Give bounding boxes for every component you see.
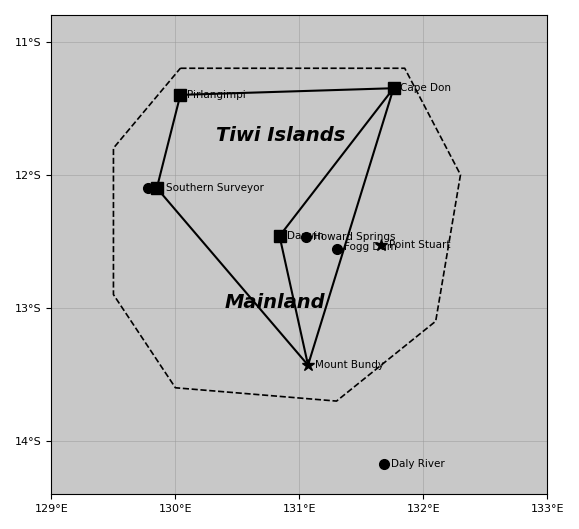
- Text: Mount Bundy: Mount Bundy: [316, 360, 384, 370]
- Text: Southern Surveyor: Southern Surveyor: [166, 183, 263, 193]
- Text: Fogg Dam: Fogg Dam: [344, 242, 397, 252]
- Text: Cape Don: Cape Don: [400, 83, 451, 93]
- Text: Point Stuart: Point Stuart: [389, 240, 450, 250]
- Text: Daly River: Daly River: [391, 459, 445, 469]
- Text: Pirlangimpi: Pirlangimpi: [186, 90, 245, 100]
- Text: Tiwi Islands: Tiwi Islands: [216, 126, 346, 145]
- Text: Mainland: Mainland: [224, 293, 325, 312]
- Text: Darwin: Darwin: [287, 231, 324, 241]
- Text: Howard Springs: Howard Springs: [313, 232, 395, 242]
